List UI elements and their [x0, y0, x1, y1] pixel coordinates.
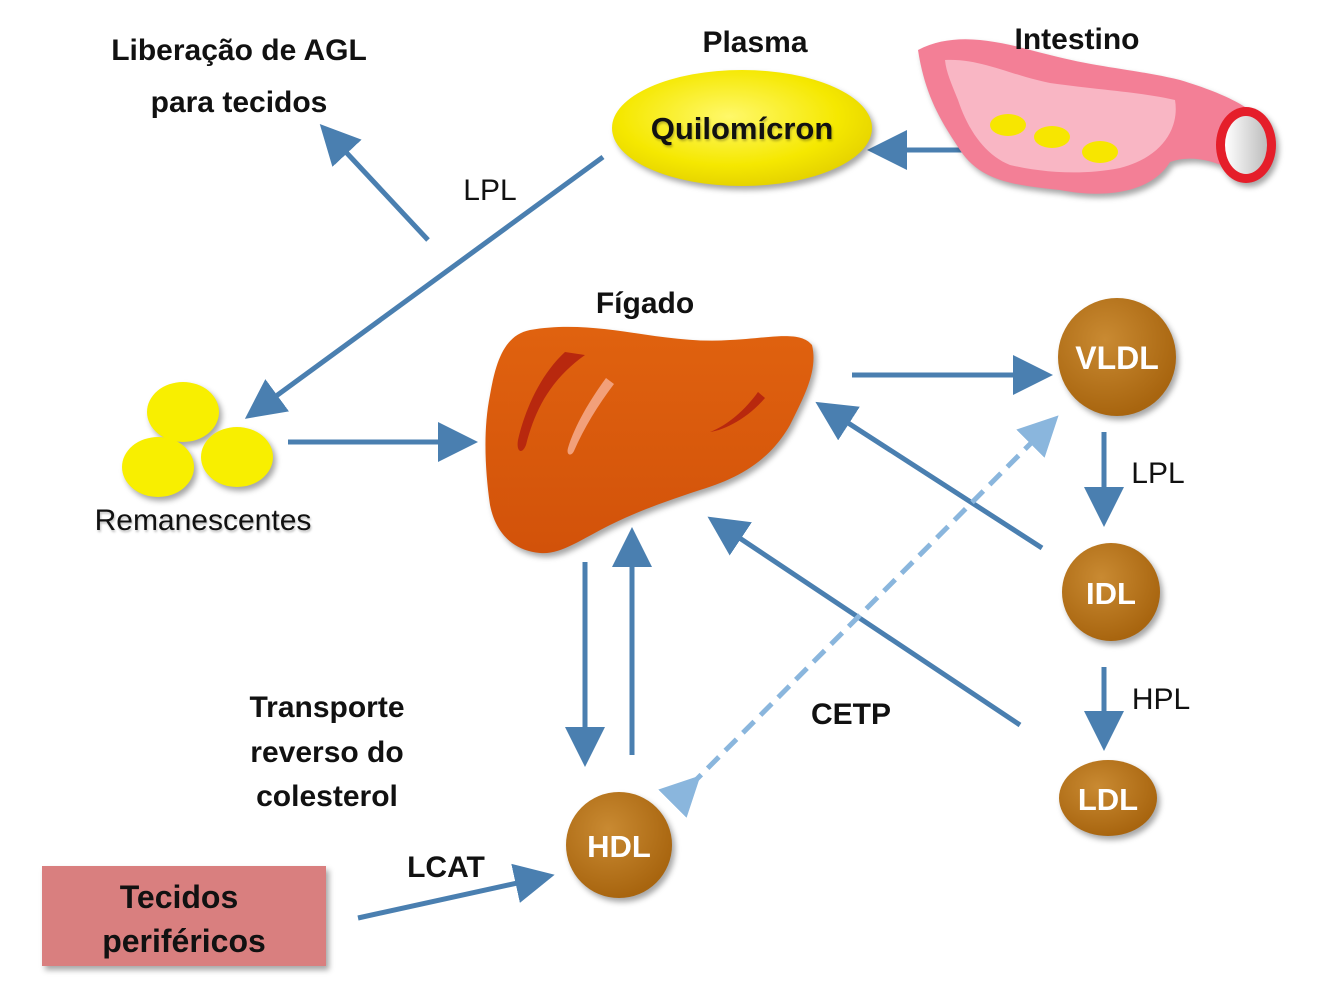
liver-shape — [485, 326, 814, 554]
arrow-cetp-dashed — [658, 415, 1059, 818]
remnant-particle-1 — [147, 382, 219, 442]
lpl-top-label: LPL — [463, 174, 516, 207]
remnant-particle-3 — [201, 427, 273, 487]
vldl-node — [1058, 298, 1176, 416]
remanescentes-label: Remanescentes — [95, 504, 312, 537]
release-agl-line2: para tecidos — [151, 86, 328, 119]
liver-highlight-right — [710, 392, 765, 432]
arrow-idl-to-figado — [815, 401, 1044, 551]
transporte-line3: colesterol — [256, 780, 398, 813]
transporte-line2: reverso do — [250, 736, 403, 769]
idl-circle — [1062, 543, 1160, 641]
quilomicron-node — [612, 70, 872, 186]
intestine-fat-droplet-3 — [1082, 141, 1118, 163]
tecidos-perifericos-box — [42, 866, 326, 966]
intestine-tube-opening — [1225, 116, 1267, 174]
hdl-label: HDL — [587, 829, 651, 864]
arrow-release-agl — [319, 124, 430, 242]
liver-illustration — [485, 326, 814, 554]
hpl-label: HPL — [1132, 683, 1190, 716]
remnant-particle-2 — [122, 437, 194, 497]
quilomicron-label: Quilomícron — [651, 111, 834, 146]
intestine-illustration — [918, 39, 1276, 194]
vldl-label: VLDL — [1075, 340, 1159, 376]
arrow-quilomicron-to-remanescentes — [244, 154, 605, 419]
tecidos-box-rect — [42, 866, 326, 966]
cetp-label: CETP — [811, 698, 891, 731]
quilomicron-ellipse — [612, 70, 872, 186]
tecidos-label-line1: Tecidos — [120, 879, 239, 915]
lpl-right-label: LPL — [1131, 457, 1184, 490]
hdl-node — [566, 792, 672, 898]
figado-label: Fígado — [596, 287, 694, 320]
idl-node — [1062, 543, 1160, 641]
release-agl-line1: Liberação de AGL — [111, 34, 367, 67]
intestine-fat-droplet-2 — [1034, 126, 1070, 148]
lcat-label: LCAT — [407, 851, 485, 884]
ldl-node — [1059, 760, 1157, 836]
idl-label: IDL — [1086, 576, 1136, 611]
tecidos-label-line2: periféricos — [102, 923, 266, 959]
hdl-circle — [566, 792, 672, 898]
arrow-ldl-to-figado — [707, 516, 1022, 728]
transporte-line1: Transporte — [249, 691, 404, 724]
liver-highlight-dark — [517, 352, 585, 452]
intestino-label: Intestino — [1015, 23, 1140, 56]
arrows-layer — [244, 124, 1124, 921]
vldl-circle — [1058, 298, 1176, 416]
remanescentes-cluster — [122, 382, 273, 497]
plasma-label: Plasma — [702, 26, 807, 59]
liver-highlight-light — [567, 378, 614, 455]
intestine-fat-droplet-1 — [990, 114, 1026, 136]
intestine-lumen — [945, 59, 1176, 173]
arrow-tecidos-to-hdl — [357, 863, 555, 921]
ldl-label: LDL — [1078, 782, 1138, 817]
ldl-circle — [1059, 760, 1157, 836]
